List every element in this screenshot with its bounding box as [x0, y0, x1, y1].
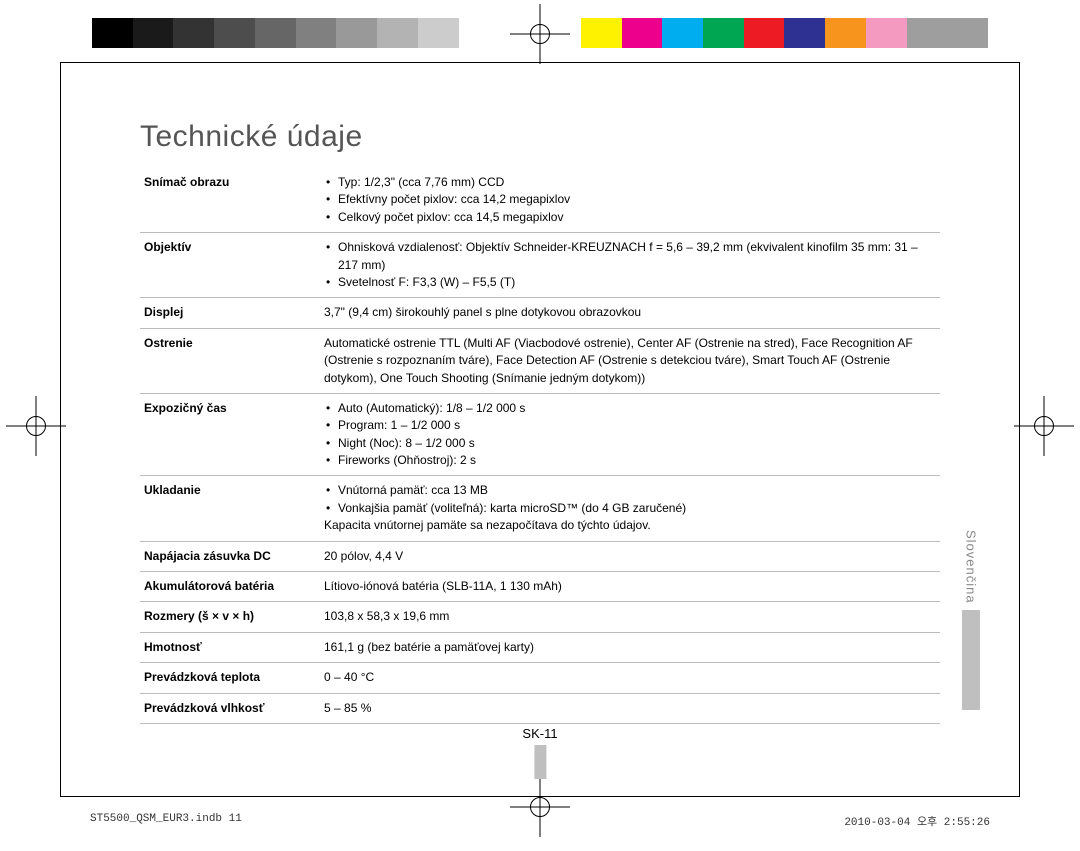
- registration-mark-left: [6, 396, 66, 456]
- spec-value: 3,7" (9,4 cm) širokouhlý panel s plne do…: [320, 298, 940, 328]
- table-row: Napájacia zásuvka DC20 pólov, 4,4 V: [140, 541, 940, 571]
- table-row: ObjektívOhnisková vzdialenosť: Objektív …: [140, 233, 940, 298]
- spec-bullet: Night (Noc): 8 – 1/2 000 s: [324, 435, 936, 452]
- language-label: Slovenčina: [964, 530, 979, 604]
- spec-label: Snímač obrazu: [140, 168, 320, 233]
- spec-label: Prevádzková teplota: [140, 663, 320, 693]
- spec-value: 20 pólov, 4,4 V: [320, 541, 940, 571]
- table-row: Snímač obrazuTyp: 1/2,3" (cca 7,76 mm) C…: [140, 168, 940, 233]
- spec-value: 0 – 40 °C: [320, 663, 940, 693]
- color-swatch: [907, 18, 948, 48]
- language-sidebar: Slovenčina: [962, 530, 980, 710]
- footer-left: ST5500_QSM_EUR3.indb 11: [90, 813, 242, 829]
- table-row: Displej3,7" (9,4 cm) širokouhlý panel s …: [140, 298, 940, 328]
- color-swatch: [214, 18, 255, 48]
- page: Technické údaje Snímač obrazuTyp: 1/2,3"…: [0, 0, 1080, 851]
- spec-value: Lítiovo-iónová batéria (SLB-11A, 1 130 m…: [320, 572, 940, 602]
- color-swatch: [825, 18, 866, 48]
- spec-value: Typ: 1/2,3" (cca 7,76 mm) CCDEfektívny p…: [320, 168, 940, 233]
- table-row: UkladanieVnútorná pamäť: cca 13 MBVonkaj…: [140, 476, 940, 541]
- page-number: SK-11: [522, 726, 557, 741]
- spec-bullet: Auto (Automatický): 1/8 – 1/2 000 s: [324, 400, 936, 417]
- sidebar-tab: [962, 610, 980, 710]
- spec-label: Hmotnosť: [140, 632, 320, 662]
- spec-bullet: Celkový počet pixlov: cca 14,5 megapixlo…: [324, 209, 936, 226]
- color-swatch: [784, 18, 825, 48]
- spec-label: Rozmery (š × v × h): [140, 602, 320, 632]
- table-row: Expozičný časAuto (Automatický): 1/8 – 1…: [140, 393, 940, 476]
- spec-value: 5 – 85 %: [320, 693, 940, 723]
- trim-line: [1019, 62, 1020, 797]
- trim-line: [60, 62, 61, 797]
- color-swatch: [133, 18, 174, 48]
- spec-value: 161,1 g (bez batérie a pamäťovej karty): [320, 632, 940, 662]
- trim-line: [60, 796, 1020, 797]
- color-swatch: [418, 18, 459, 48]
- registration-mark-right: [1014, 396, 1074, 456]
- color-swatch: [255, 18, 296, 48]
- table-row: Prevádzková teplota0 – 40 °C: [140, 663, 940, 693]
- spec-value: Vnútorná pamäť: cca 13 MBVonkajšia pamäť…: [320, 476, 940, 541]
- specifications-table: Snímač obrazuTyp: 1/2,3" (cca 7,76 mm) C…: [140, 168, 940, 724]
- spec-note: Kapacita vnútornej pamäte sa nezapočítav…: [324, 517, 936, 534]
- spec-bullet: Efektívny počet pixlov: cca 14,2 megapix…: [324, 191, 936, 208]
- table-row: Rozmery (š × v × h)103,8 x 58,3 x 19,6 m…: [140, 602, 940, 632]
- spec-bullet: Program: 1 – 1/2 000 s: [324, 417, 936, 434]
- spec-bullet: Svetelnosť F: F3,3 (W) – F5,5 (T): [324, 274, 936, 291]
- content-area: Technické údaje Snímač obrazuTyp: 1/2,3"…: [140, 120, 940, 724]
- spec-label: Ostrenie: [140, 328, 320, 393]
- spec-bullet: Ohnisková vzdialenosť: Objektív Schneide…: [324, 239, 936, 274]
- page-number-block: SK-11: [522, 726, 557, 779]
- spec-value: Automatické ostrenie TTL (Multi AF (Viac…: [320, 328, 940, 393]
- spec-bullet: Vnútorná pamäť: cca 13 MB: [324, 482, 936, 499]
- spec-bullet: Typ: 1/2,3" (cca 7,76 mm) CCD: [324, 174, 936, 191]
- page-number-bar: [534, 745, 546, 779]
- spec-bullet: Vonkajšia pamäť (voliteľná): karta micro…: [324, 500, 936, 517]
- color-swatch: [336, 18, 377, 48]
- table-row: Prevádzková vlhkosť5 – 85 %: [140, 693, 940, 723]
- spec-value: 103,8 x 58,3 x 19,6 mm: [320, 602, 940, 632]
- footer-right: 2010-03-04 오후 2:55:26: [844, 813, 990, 829]
- color-swatch: [866, 18, 907, 48]
- color-swatch: [173, 18, 214, 48]
- color-swatch: [622, 18, 663, 48]
- color-swatch: [377, 18, 418, 48]
- color-swatch: [459, 18, 500, 48]
- color-swatch: [92, 18, 133, 48]
- color-swatch: [947, 18, 988, 48]
- spec-label: Akumulátorová batéria: [140, 572, 320, 602]
- color-swatch: [296, 18, 337, 48]
- registration-mark-top: [510, 4, 570, 64]
- spec-label: Prevádzková vlhkosť: [140, 693, 320, 723]
- color-swatch: [703, 18, 744, 48]
- color-swatch: [662, 18, 703, 48]
- table-row: Hmotnosť161,1 g (bez batérie a pamäťovej…: [140, 632, 940, 662]
- spec-label: Ukladanie: [140, 476, 320, 541]
- table-row: Akumulátorová batériaLítiovo-iónová baté…: [140, 572, 940, 602]
- table-row: OstrenieAutomatické ostrenie TTL (Multi …: [140, 328, 940, 393]
- spec-value: Auto (Automatický): 1/8 – 1/2 000 sProgr…: [320, 393, 940, 476]
- trim-line: [60, 62, 1020, 63]
- spec-label: Displej: [140, 298, 320, 328]
- print-footer: ST5500_QSM_EUR3.indb 11 2010-03-04 오후 2:…: [90, 813, 990, 829]
- spec-label: Expozičný čas: [140, 393, 320, 476]
- page-title: Technické údaje: [140, 120, 940, 154]
- spec-bullet: Fireworks (Ohňostroj): 2 s: [324, 452, 936, 469]
- color-swatch: [581, 18, 622, 48]
- spec-label: Objektív: [140, 233, 320, 298]
- spec-label: Napájacia zásuvka DC: [140, 541, 320, 571]
- color-swatch: [744, 18, 785, 48]
- spec-value: Ohnisková vzdialenosť: Objektív Schneide…: [320, 233, 940, 298]
